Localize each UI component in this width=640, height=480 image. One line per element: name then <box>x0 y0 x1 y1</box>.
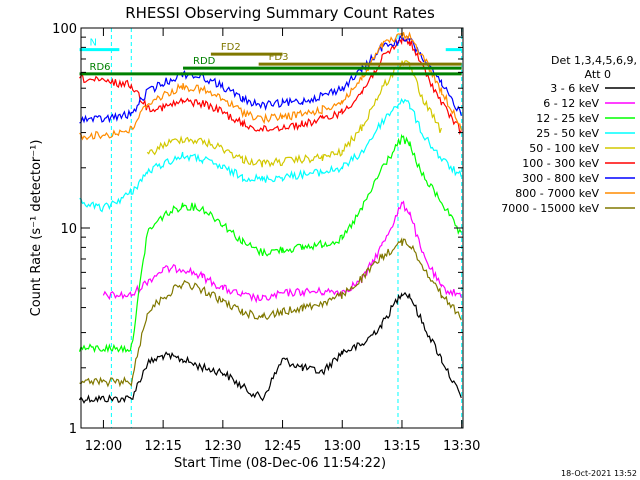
series-line-7 <box>79 31 462 141</box>
annotation-label-3: FD3 <box>269 52 289 63</box>
legend: 3 - 6 keV 6 - 12 keV 12 - 25 keV 25 - 50 ke… <box>501 82 635 215</box>
series-line-6 <box>79 33 462 124</box>
annotation-label-0: N <box>90 38 97 49</box>
legend-label-8: 7000 - 15000 keV <box>501 202 599 215</box>
y-tick-label-2: 100 <box>52 22 77 37</box>
legend-label-7: 800 - 7000 keV <box>515 187 599 200</box>
legend-label-4: 50 - 100 keV <box>529 142 599 155</box>
x-tick-label-3: 12:45 <box>264 439 301 454</box>
timestamp: 18-Oct-2021 13:52 <box>561 469 637 478</box>
plot-data: N FD2 FD3 RDD RD6 <box>78 28 463 428</box>
legend-label-3: 25 - 50 keV <box>536 127 599 140</box>
annotation-label-5: RD6 <box>90 62 111 73</box>
x-tick-label-0: 12:00 <box>85 439 122 454</box>
legend-label-5: 100 - 300 keV <box>522 157 599 170</box>
detector-label: Det 1,3,4,5,6,9, <box>551 54 637 67</box>
x-tick-label-5: 13:15 <box>383 439 420 454</box>
series-line-2 <box>78 133 462 354</box>
y-tick-label-1: 10 <box>60 222 77 237</box>
series-line-3 <box>79 97 462 213</box>
x-axis-label: Start Time (08-Dec-06 11:54:22) <box>174 456 386 471</box>
x-tick-label-6: 13:30 <box>443 439 480 454</box>
annotation-label-2: FD2 <box>221 42 241 53</box>
legend-label-1: 6 - 12 keV <box>543 97 599 110</box>
attenuator-label: Att 0 <box>585 68 611 81</box>
y-tick-label-0: 1 <box>69 422 77 437</box>
axes: 12:00 12:15 12:30 12:45 13:00 13:15 13:30 1 10 10… <box>52 22 480 454</box>
legend-label-0: 3 - 6 keV <box>550 82 599 95</box>
x-tick-label-4: 13:00 <box>324 439 361 454</box>
series-line-0 <box>78 291 462 404</box>
legend-label-6: 300 - 800 keV <box>522 172 599 185</box>
series-line-8 <box>79 237 462 388</box>
series-line-5 <box>79 37 462 136</box>
annotation-label-4: RDD <box>193 56 216 67</box>
series-line-4 <box>146 60 442 168</box>
chart-title: RHESSI Observing Summary Count Rates <box>125 4 435 22</box>
series-line-1 <box>102 200 462 304</box>
legend-label-2: 12 - 25 keV <box>536 112 599 125</box>
x-tick-label-1: 12:15 <box>144 439 181 454</box>
x-tick-label-2: 12:30 <box>204 439 241 454</box>
y-axis-label: Count Rate (s⁻¹ detector⁻¹) <box>29 140 44 317</box>
